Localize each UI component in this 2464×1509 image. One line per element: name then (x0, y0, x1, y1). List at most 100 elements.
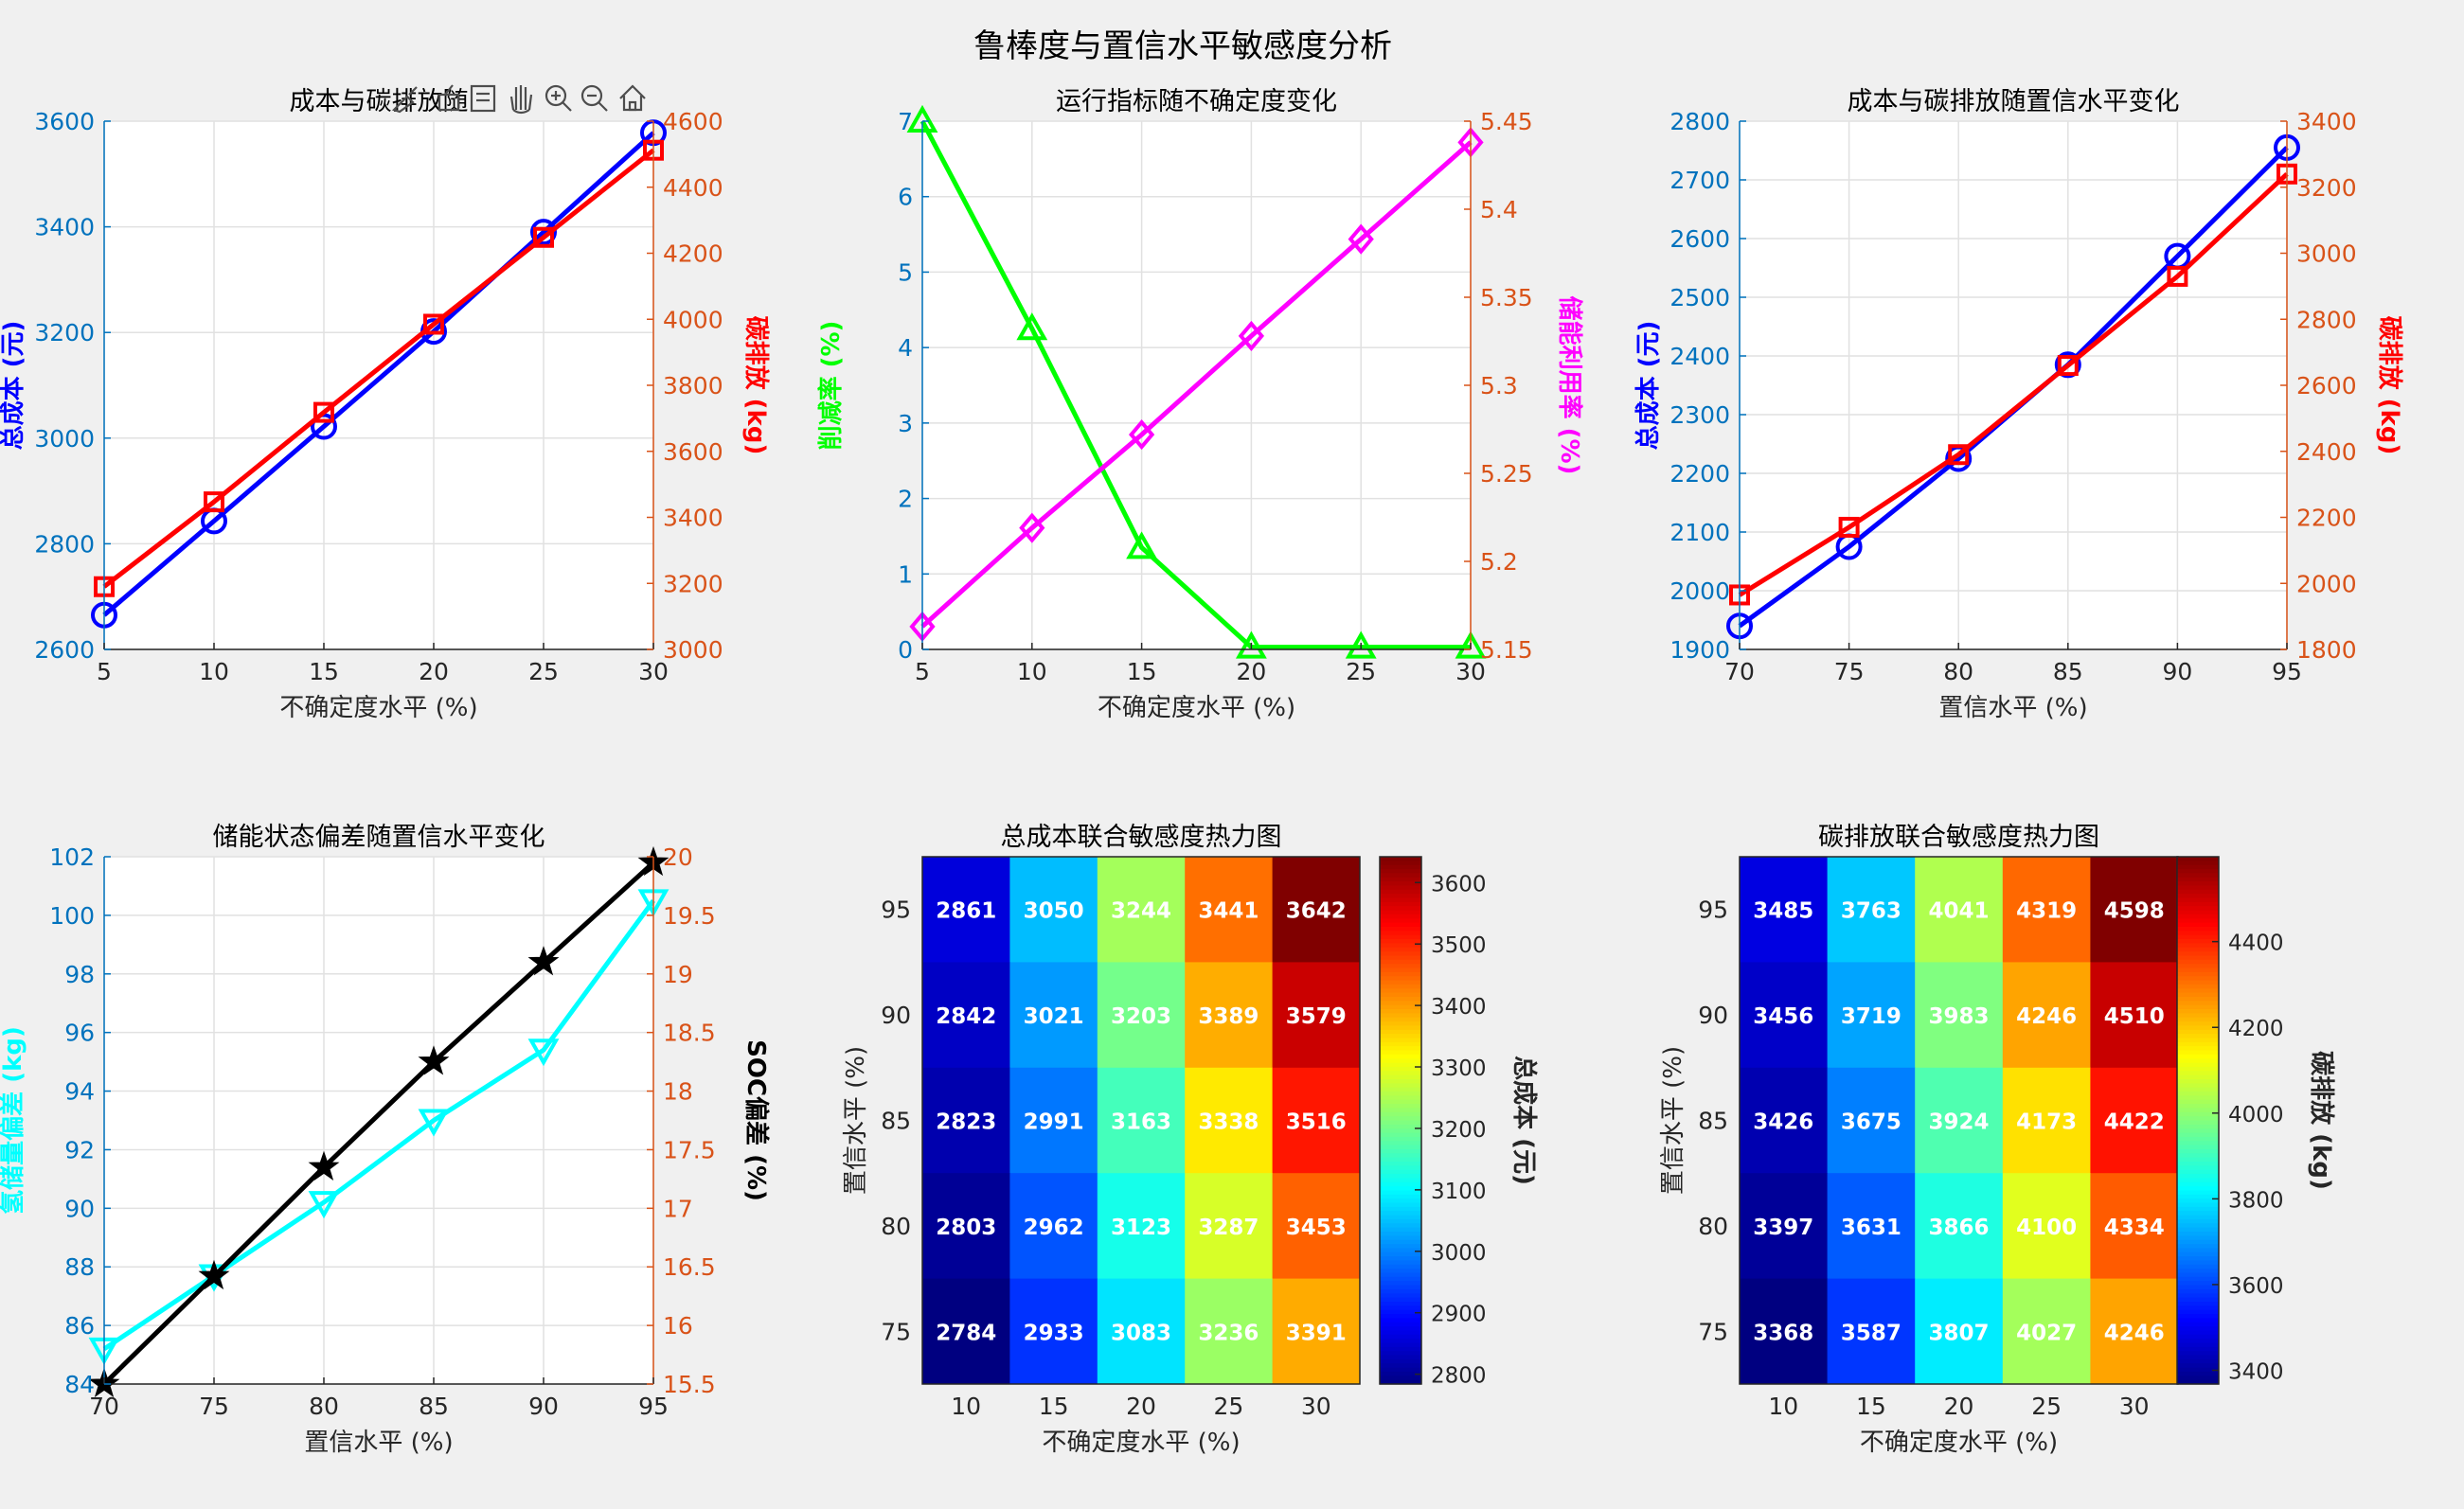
y2-tick-label: 3000 (2296, 240, 2357, 268)
colorbar-tick-label: 3200 (1431, 1118, 1487, 1143)
colorbar-segment (2177, 877, 2219, 882)
colorbar-segment (1380, 1099, 1421, 1105)
x-tick-label: 80 (1943, 658, 1973, 685)
colorbar-segment (1380, 1231, 1421, 1236)
colorbar-segment (1380, 1074, 1421, 1080)
data-point (313, 401, 334, 423)
x-tick-label: 30 (638, 658, 669, 685)
data-point (1128, 418, 1155, 451)
y-tick-label: 3 (898, 410, 913, 437)
y2-tick-label: 2600 (2296, 372, 2357, 399)
cell-value-label: 3338 (1198, 1110, 1259, 1135)
colorbar-segment (2177, 1239, 2219, 1245)
colorbar-segment (2177, 976, 2219, 982)
data-point (1016, 312, 1048, 341)
brush-handle (408, 86, 418, 96)
x-tick-label: 30 (2119, 1393, 2150, 1420)
y-axis-label: 总成本 (元) (0, 321, 27, 451)
data-point (2057, 355, 2079, 377)
colorbar-segment (2177, 1293, 2219, 1299)
cell-value-label: 3866 (1928, 1216, 1989, 1240)
cell-value-label: 3123 (1111, 1216, 1171, 1240)
colorbar-segment (1380, 910, 1421, 915)
data-point (423, 313, 444, 335)
colorbar-segment (2177, 1334, 2219, 1340)
colorbar-segment (2177, 1050, 2219, 1056)
colorbar-segment (2177, 1157, 2219, 1163)
colorbar-segment (1380, 1062, 1421, 1068)
colorbar-segment (2177, 992, 2219, 998)
y-tick-label: 75 (881, 1318, 911, 1345)
colorbar-segment (2177, 1029, 2219, 1035)
colorbar-segment (1380, 1248, 1421, 1253)
x-axis-label: 不确定度水平 (%) (1860, 1429, 2058, 1457)
colorbar-segment (1380, 1318, 1421, 1323)
cell-value-label: 4246 (2104, 1321, 2165, 1345)
data-point (418, 1045, 450, 1075)
colorbar-segment (2177, 918, 2219, 924)
colorbar-tick-label: 3100 (1431, 1180, 1487, 1204)
y2-tick-label: 5.45 (1480, 108, 1533, 135)
colorbar-segment (2177, 1260, 2219, 1266)
x-tick-label: 10 (1017, 658, 1047, 685)
colorbar-segment (1380, 1297, 1421, 1303)
colorbar-segment (1380, 906, 1421, 912)
colorbar-segment (2177, 1078, 2219, 1084)
brush-icon[interactable] (390, 83, 420, 114)
cell-value-label: 3807 (1928, 1321, 1989, 1345)
colorbar-tick-label: 2800 (1431, 1364, 1487, 1389)
heatmap-cell (1185, 1278, 1274, 1385)
heatmap-cell (1827, 962, 1916, 1069)
data-point (2054, 351, 2081, 379)
x-tick-label: 95 (638, 1393, 669, 1420)
heatmap-cell (1740, 857, 1829, 963)
colorbar-segment (2177, 1046, 2219, 1052)
colorbar-segment (1380, 1256, 1421, 1262)
colorbar-segment (2177, 971, 2219, 977)
series-line-2 (102, 861, 655, 1386)
datatip-icon[interactable] (434, 83, 464, 114)
heatmap-cell (922, 962, 1010, 1069)
lens-handle (562, 101, 572, 112)
heatmap-cell (922, 1173, 1010, 1280)
colorbar-segment (1380, 1181, 1421, 1187)
x-tick-label: 15 (1856, 1393, 1886, 1420)
colorbar-segment (2177, 1004, 2219, 1010)
colorbar-segment (2177, 1062, 2219, 1068)
colorbar-segment (2177, 894, 2219, 899)
colorbar-segment (1380, 951, 1421, 957)
x-tick-label: 25 (2031, 1393, 2062, 1420)
colorbar-segment (2177, 1346, 2219, 1352)
colorbar-segment (2177, 1379, 2219, 1385)
y-tick-label: 90 (881, 1002, 911, 1029)
colorbar-segment (1380, 861, 1421, 866)
zoom-in-icon[interactable] (544, 83, 574, 114)
home-icon[interactable] (617, 83, 648, 114)
y2-tick-label: 17.5 (663, 1136, 716, 1163)
cell-value-label: 2842 (936, 1004, 996, 1029)
data-point (527, 946, 560, 976)
colorbar-segment (2177, 1227, 2219, 1233)
datatip-box (437, 93, 460, 112)
colorbar-frame (1379, 856, 1422, 1385)
colorbar-segment (2177, 873, 2219, 879)
pan-icon[interactable] (506, 83, 536, 115)
y2-tick-label: 4000 (663, 306, 723, 333)
y-tick-label: 90 (64, 1195, 95, 1222)
x-tick-label: 80 (309, 1393, 339, 1420)
colorbar-segment (1380, 897, 1421, 903)
colorbar-segment (2177, 968, 2219, 973)
legend-icon[interactable] (468, 83, 498, 114)
data-point (1348, 223, 1374, 255)
colorbar-segment (2177, 1269, 2219, 1274)
data-point (204, 491, 224, 513)
colorbar-segment (2177, 1009, 2219, 1014)
colorbar-segment (2177, 1083, 2219, 1089)
cell-value-label: 3397 (1753, 1216, 1813, 1240)
cell-value-label: 3083 (1111, 1321, 1171, 1345)
colorbar-segment (2177, 1108, 2219, 1113)
colorbar-segment (1380, 1309, 1421, 1315)
plot-area (1740, 121, 2287, 649)
colorbar-segment (2177, 1194, 2219, 1199)
zoom-out-icon[interactable] (580, 83, 610, 114)
